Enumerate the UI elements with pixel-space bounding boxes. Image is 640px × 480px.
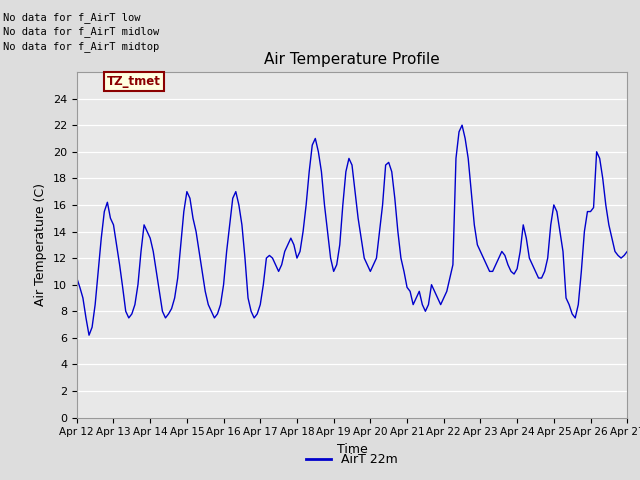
Title: Air Temperature Profile: Air Temperature Profile [264, 52, 440, 67]
Text: No data for f_AirT low: No data for f_AirT low [3, 12, 141, 23]
Text: No data for f_AirT midtop: No data for f_AirT midtop [3, 41, 159, 52]
Y-axis label: Air Temperature (C): Air Temperature (C) [35, 183, 47, 306]
X-axis label: Time: Time [337, 443, 367, 456]
Legend: AirT 22m: AirT 22m [301, 448, 403, 471]
Text: TZ_tmet: TZ_tmet [108, 75, 161, 88]
Text: No data for f_AirT midlow: No data for f_AirT midlow [3, 26, 159, 37]
